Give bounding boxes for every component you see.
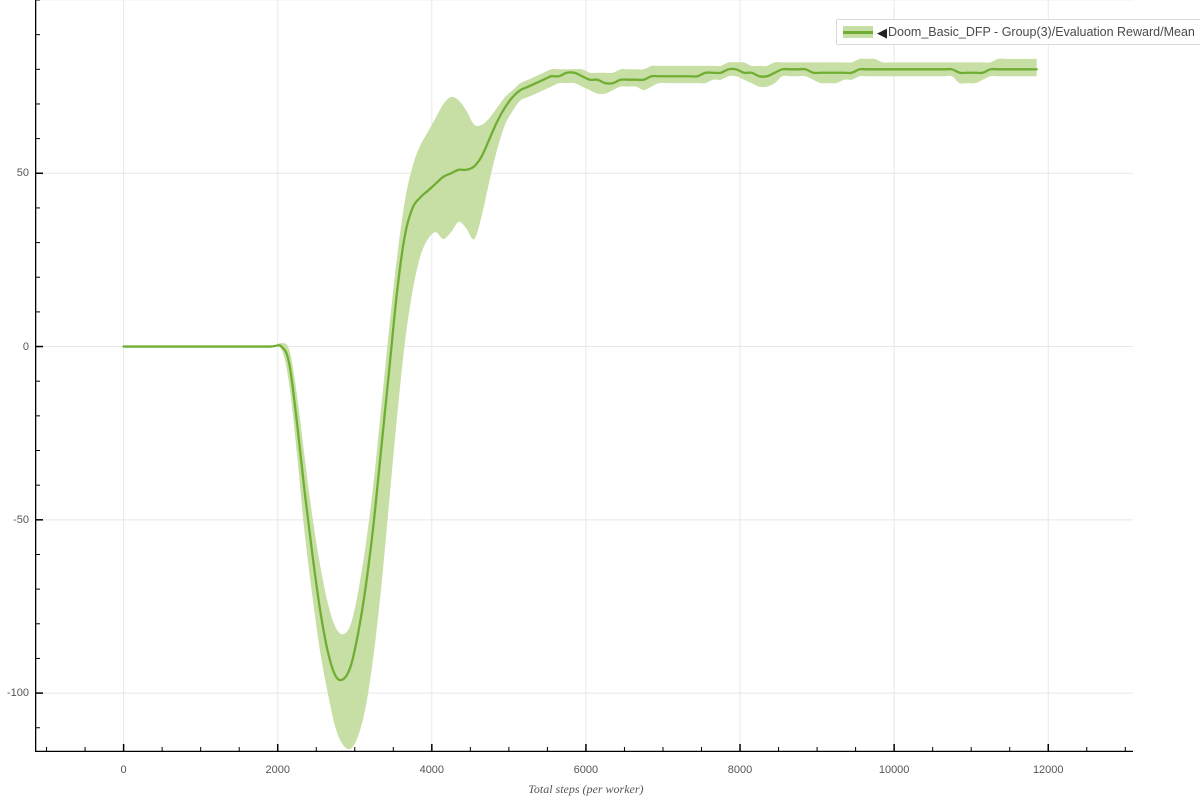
plot-area xyxy=(35,0,1133,752)
x-tick-label: 0 xyxy=(120,764,127,776)
y-tick-label: 50 xyxy=(16,167,29,180)
legend-series-label: Doom_Basic_DFP - Group(3)/Evaluation Rew… xyxy=(888,25,1195,39)
axis-ticks-layer xyxy=(35,0,1126,752)
y-tick-label: -50 xyxy=(13,513,29,526)
left-triangle-marker-icon: ◀ xyxy=(877,24,887,40)
chart-legend[interactable]: ◀ Doom_Basic_DFP - Group(3)/Evaluation R… xyxy=(836,19,1200,45)
x-tick-label: 12000 xyxy=(1032,764,1064,776)
legend-line-swatch xyxy=(843,31,873,34)
x-tick-label: 2000 xyxy=(265,764,290,776)
chart-svg xyxy=(35,0,1133,752)
mean-line-layer xyxy=(122,67,1038,682)
x-tick-label: 6000 xyxy=(573,764,599,776)
x-axis-title: Total steps (per worker) xyxy=(528,782,644,796)
y-tick-label: -100 xyxy=(6,687,29,700)
y-tick-label: 0 xyxy=(22,340,29,353)
grid-layer xyxy=(35,0,1133,752)
x-tick-label: 10000 xyxy=(878,764,910,776)
axis-spines-layer xyxy=(35,0,1133,752)
x-tick-label: 8000 xyxy=(727,764,753,776)
x-tick-label: 4000 xyxy=(419,764,445,776)
uncertainty-band-layer xyxy=(123,58,1037,750)
legend-color-swatch xyxy=(843,25,873,39)
